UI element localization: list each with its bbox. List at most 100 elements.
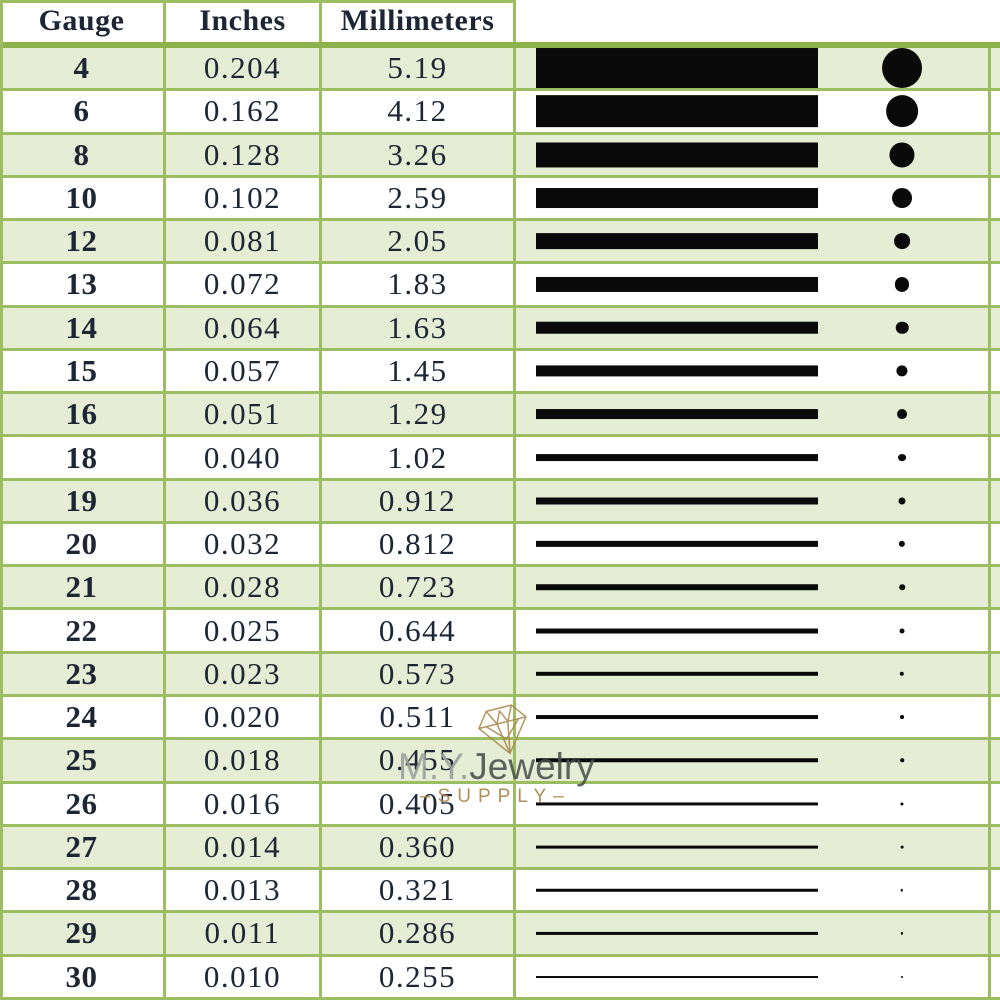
table-right-border [988,48,991,1000]
gauge-value: 4 [0,48,166,89]
wire-thickness-bar [536,758,818,763]
wire-cross-section-dot [900,932,904,935]
wire-cross-section-dot [900,845,904,849]
inches-value: 0.028 [166,567,322,608]
millimeters-value: 0.812 [322,523,516,565]
millimeters-value: 0.573 [322,653,516,694]
wire-thickness-bar [536,975,818,978]
wire-cross-section-dot [896,365,908,377]
wire-visual-cell [516,610,1000,650]
millimeters-value: 5.19 [322,48,516,89]
wire-thickness-bar [536,932,818,935]
header-gauge: Gauge [0,0,166,42]
table-top-border [0,0,516,3]
gauge-value: 19 [0,480,166,521]
table-row: 28 0.013 0.321 [0,870,1000,914]
inches-value: 0.204 [166,48,322,89]
table-row: 15 0.057 1.45 [0,350,1000,395]
wire-cross-section-dot [894,233,910,250]
wire-cross-section-dot [899,584,905,591]
wire-visual-cell [516,827,1000,867]
wire-visual-cell [516,740,1000,780]
gauge-value: 13 [0,264,166,305]
millimeters-value: 4.12 [322,91,516,132]
gauge-value: 26 [0,783,166,824]
table-row: 12 0.081 2.05 [0,221,1000,265]
table-row: 25 0.018 0.455 [0,740,1000,784]
gauge-value: 14 [0,307,166,348]
inches-value: 0.018 [166,740,322,781]
wire-visual-cell [516,870,1000,910]
gauge-value: 22 [0,610,166,651]
table-row: 21 0.028 0.723 [0,567,1000,611]
wire-thickness-bar [536,95,818,128]
inches-value: 0.102 [166,177,322,219]
table-row: 8 0.128 3.26 [0,134,1000,178]
wire-cross-section-dot [900,715,904,720]
millimeters-value: 1.83 [322,264,516,305]
table-header: Gauge Inches Millimeters [0,0,1000,42]
millimeters-value: 2.59 [322,177,516,219]
wire-visual-cell [516,567,1000,607]
wire-thickness-bar [536,142,818,168]
header-visual-spacer [516,0,1000,42]
wire-cross-section-dot [886,95,918,128]
wire-cross-section-dot [898,453,906,462]
inches-value: 0.032 [166,523,322,565]
wire-visual-cell [516,481,1000,521]
table-row: 20 0.032 0.812 [0,523,1000,568]
gauge-value: 10 [0,177,166,219]
wire-thickness-bar [536,628,818,634]
wire-thickness-bar [536,365,818,377]
inches-value: 0.020 [166,696,322,738]
wire-visual-cell [516,654,1000,694]
gauge-value: 28 [0,870,166,911]
wire-cross-section-dot [889,142,915,168]
gauge-value: 29 [0,913,166,954]
millimeters-value: 0.360 [322,826,516,868]
wire-thickness-bar [536,187,818,208]
gauge-value: 23 [0,653,166,694]
millimeters-value: 0.286 [322,913,516,954]
wire-thickness-bar [536,277,818,292]
millimeters-value: 0.321 [322,870,516,911]
header-inches: Inches [166,0,322,42]
millimeters-value: 0.405 [322,783,516,824]
table-body: 4 0.204 5.19 6 0.162 4.12 8 0.128 3.26 1… [0,48,1000,1000]
millimeters-value: 0.644 [322,610,516,651]
wire-cross-section-dot [897,409,907,420]
wire-visual-cell [516,351,1000,391]
millimeters-value: 1.29 [322,394,516,435]
inches-value: 0.057 [166,350,322,392]
wire-visual-cell [516,437,1000,477]
wire-cross-section-dot [898,540,906,548]
inches-value: 0.128 [166,134,322,175]
wire-cross-section-dot [898,497,906,505]
table-row: 6 0.162 4.12 [0,91,1000,135]
wire-cross-section-dot [900,758,904,763]
wire-cross-section-dot [892,187,912,208]
inches-value: 0.016 [166,783,322,824]
table-row: 29 0.011 0.286 [0,913,1000,957]
gauge-value: 20 [0,523,166,565]
table-row: 30 0.010 0.255 [0,956,1000,1000]
millimeters-value: 1.45 [322,350,516,392]
inches-value: 0.013 [166,870,322,911]
millimeters-value: 0.912 [322,480,516,521]
table-row: 22 0.025 0.644 [0,610,1000,654]
wire-visual-cell [516,91,1000,131]
millimeters-value: 0.723 [322,567,516,608]
millimeters-value: 2.05 [322,221,516,262]
wire-visual-cell [516,784,1000,824]
wire-visual-cell [516,308,1000,348]
wire-thickness-bar [536,497,818,505]
table-row: 23 0.023 0.573 [0,653,1000,697]
inches-value: 0.010 [166,956,322,997]
wire-cross-section-dot [899,628,905,634]
wire-cross-section-dot [882,48,922,89]
table-row: 10 0.102 2.59 [0,177,1000,222]
wire-thickness-bar [536,540,818,548]
wire-thickness-bar [536,48,818,89]
wire-thickness-bar [536,845,818,849]
